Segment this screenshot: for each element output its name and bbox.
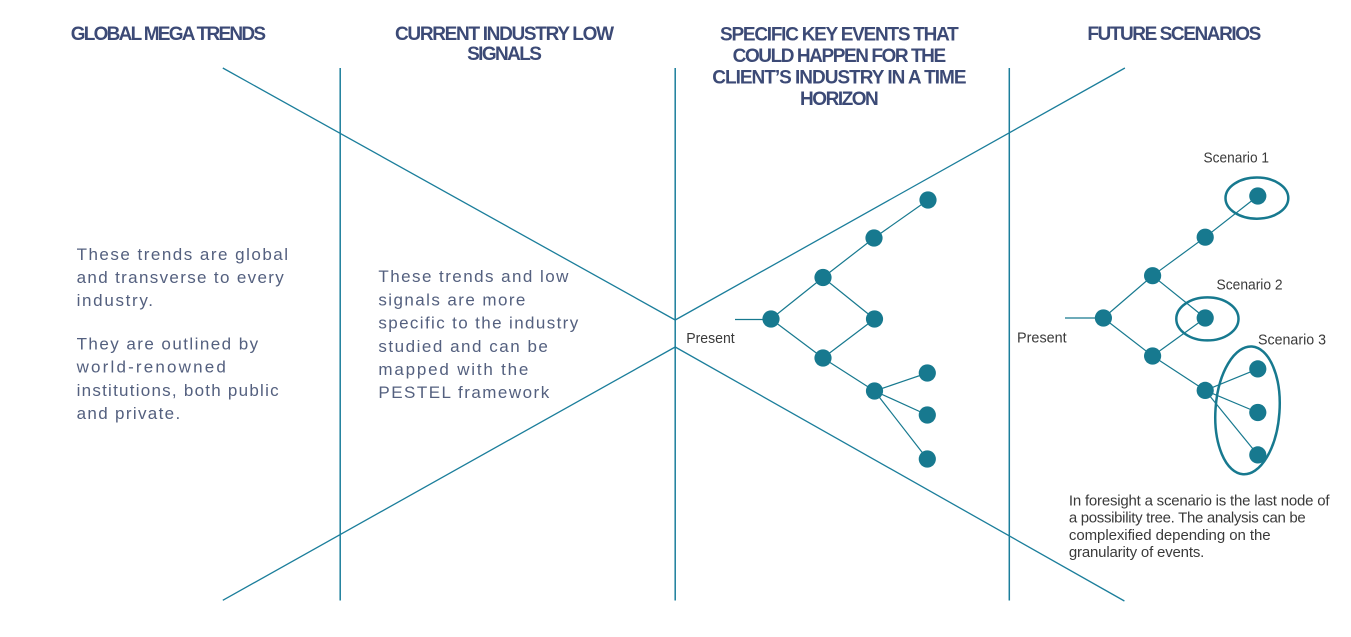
svg-text:These trends are global: These trends are global: [77, 245, 288, 264]
svg-text:They are outlined by: They are outlined by: [77, 334, 259, 353]
svg-text:world-renowned: world-renowned: [76, 358, 226, 377]
svg-text:SPECIFIC KEY EVENTS THAT: SPECIFIC KEY EVENTS THAT: [720, 24, 959, 45]
svg-text:specific to the industry: specific to the industry: [378, 314, 578, 333]
svg-text:Scenario 3: Scenario 3: [1258, 332, 1326, 349]
svg-text:COULD HAPPEN FOR THE: COULD HAPPEN FOR THE: [733, 46, 947, 67]
svg-text:In foresight a scenario is the: In foresight a scenario is the last node…: [1069, 492, 1330, 509]
svg-text:CURRENT INDUSTRY LOW: CURRENT INDUSTRY LOW: [395, 24, 614, 45]
svg-text:PESTEL framework: PESTEL framework: [378, 383, 549, 402]
svg-text:and private.: and private.: [77, 404, 181, 423]
svg-text:FUTURE SCENARIOS: FUTURE SCENARIOS: [1087, 24, 1261, 45]
svg-text:mapped with the: mapped with the: [378, 360, 528, 379]
svg-text:granularity of events.: granularity of events.: [1069, 544, 1204, 561]
svg-text:and transverse to every: and transverse to every: [77, 268, 285, 287]
svg-text:CLIENT’S INDUSTRY IN A TIME: CLIENT’S INDUSTRY IN A TIME: [712, 67, 966, 88]
svg-text:institutions, both public: institutions, both public: [77, 381, 280, 400]
svg-text:studied and can be: studied and can be: [378, 337, 548, 356]
svg-text:Present: Present: [686, 330, 735, 347]
svg-text:HORIZON: HORIZON: [800, 89, 879, 110]
svg-text:a possibility tree. The analys: a possibility tree. The analysis can be: [1069, 510, 1306, 527]
svg-text:GLOBAL MEGA TRENDS: GLOBAL MEGA TRENDS: [71, 24, 266, 45]
svg-text:industry.: industry.: [77, 291, 153, 310]
svg-text:Present: Present: [1017, 330, 1067, 347]
svg-text:Scenario 1: Scenario 1: [1204, 150, 1270, 167]
svg-text:SIGNALS: SIGNALS: [467, 44, 542, 65]
svg-text:signals are more: signals are more: [378, 290, 525, 309]
svg-text:Scenario 2: Scenario 2: [1217, 277, 1283, 294]
svg-text:complexified depending on the: complexified depending on the: [1069, 527, 1271, 544]
svg-text:These trends and low: These trends and low: [378, 267, 569, 286]
